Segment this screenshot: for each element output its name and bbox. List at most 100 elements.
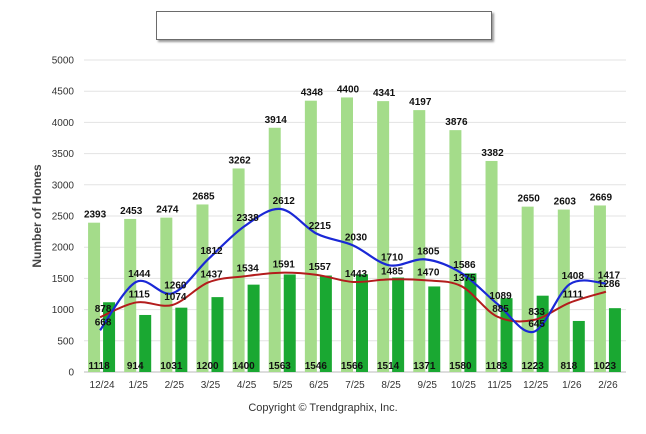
label-sold: 1371 xyxy=(413,361,436,372)
x-tick-label: 1/26 xyxy=(562,380,582,391)
y-tick-label: 4500 xyxy=(52,87,75,98)
bar-for-sale xyxy=(124,218,137,372)
label-for-sale: 3262 xyxy=(228,155,251,166)
line-pended xyxy=(99,271,607,323)
y-tick-label: 500 xyxy=(57,336,74,347)
label-sold: 1514 xyxy=(377,361,400,372)
bar-sold xyxy=(283,274,296,372)
bar-for-sale xyxy=(232,168,245,372)
label-new-listing: 1710 xyxy=(381,252,404,263)
label-new-listing: 2030 xyxy=(345,232,368,243)
label-for-sale: 4197 xyxy=(409,97,432,108)
x-tick-label: 4/25 xyxy=(237,380,257,391)
label-sold: 1566 xyxy=(341,361,364,372)
label-for-sale: 4400 xyxy=(337,84,360,95)
y-axis-title: Number of Homes xyxy=(30,164,44,268)
label-for-sale: 4348 xyxy=(301,88,324,99)
label-pended: 1074 xyxy=(164,292,187,303)
label-pended: 1375 xyxy=(453,273,476,284)
label-new-listing: 2612 xyxy=(273,196,296,207)
label-for-sale: 2453 xyxy=(120,206,143,217)
label-pended: 1111 xyxy=(563,290,584,301)
label-for-sale: 2669 xyxy=(590,192,613,203)
label-pended: 1443 xyxy=(345,269,368,280)
label-new-listing: 1417 xyxy=(598,271,621,282)
bar-for-sale xyxy=(160,217,173,372)
bar-for-sale xyxy=(485,160,498,372)
y-tick-label: 1000 xyxy=(52,305,75,316)
x-tick-label: 6/25 xyxy=(309,380,329,391)
copyright-footer: Copyright © Trendgraphix, Inc. xyxy=(248,402,398,414)
label-for-sale: 2474 xyxy=(156,205,179,216)
bar-for-sale xyxy=(88,222,101,372)
bar-sold xyxy=(175,307,188,372)
label-sold: 1031 xyxy=(160,361,183,372)
label-pended: 1485 xyxy=(381,266,404,277)
bar-sold xyxy=(139,314,152,372)
label-new-listing: 2338 xyxy=(236,213,259,224)
label-sold: 1563 xyxy=(269,361,292,372)
x-tick-label: 2/25 xyxy=(165,380,185,391)
label-for-sale: 2603 xyxy=(554,197,577,208)
y-tick-label: 3000 xyxy=(52,180,75,191)
x-tick-label: 10/25 xyxy=(451,380,476,391)
bar-for-sale xyxy=(268,127,281,372)
bar-for-sale xyxy=(304,100,317,372)
bar-sold xyxy=(608,308,621,372)
bar-sold xyxy=(319,275,332,372)
label-new-listing: 668 xyxy=(95,317,112,328)
label-new-listing: 1444 xyxy=(128,269,151,280)
label-for-sale: 3914 xyxy=(265,115,288,126)
label-pended: 1115 xyxy=(129,289,151,300)
label-new-listing: 1812 xyxy=(200,246,223,257)
y-tick-label: 2500 xyxy=(52,212,75,223)
label-for-sale: 3382 xyxy=(481,148,504,159)
label-new-listing: 1260 xyxy=(164,280,187,291)
label-sold: 1023 xyxy=(594,361,617,372)
label-pended: 878 xyxy=(95,304,112,315)
bar-for-sale xyxy=(341,97,353,372)
bar-sold xyxy=(247,284,260,372)
label-pended: 1286 xyxy=(598,279,621,290)
label-for-sale: 3876 xyxy=(445,117,468,128)
line-new-listing xyxy=(99,207,607,334)
label-sold: 1546 xyxy=(305,361,328,372)
x-tick-label: 9/25 xyxy=(418,380,438,391)
bar-sold xyxy=(428,286,441,372)
label-sold: 1400 xyxy=(232,361,255,372)
y-tick-label: 0 xyxy=(68,368,74,379)
label-pended: 1591 xyxy=(273,260,296,271)
y-tick-label: 4000 xyxy=(52,118,75,129)
label-sold: 914 xyxy=(127,361,144,372)
bar-sold xyxy=(392,277,405,372)
x-tick-label: 12/24 xyxy=(90,380,115,391)
label-sold: 1200 xyxy=(196,361,219,372)
label-new-listing: 1805 xyxy=(417,246,440,257)
bar-for-sale xyxy=(196,204,209,372)
y-tick-label: 5000 xyxy=(52,56,75,67)
label-for-sale: 2393 xyxy=(84,210,107,221)
bar-for-sale xyxy=(377,101,390,373)
label-sold: 1183 xyxy=(486,361,508,372)
label-pended: 885 xyxy=(492,304,509,315)
label-pended: 1437 xyxy=(200,269,223,280)
x-tick-label: 3/25 xyxy=(201,380,221,391)
label-new-listing: 2215 xyxy=(309,221,332,232)
y-tick-label: 3500 xyxy=(52,149,75,160)
label-pended: 1557 xyxy=(309,262,332,273)
label-new-listing: 1089 xyxy=(489,291,512,302)
label-for-sale: 4341 xyxy=(373,88,396,99)
legend-frame xyxy=(156,11,492,40)
label-sold: 1223 xyxy=(522,361,545,372)
bar-sold xyxy=(572,320,585,372)
label-for-sale: 2650 xyxy=(518,194,541,205)
x-tick-label: 1/25 xyxy=(128,380,148,391)
x-tick-label: 12/25 xyxy=(523,380,548,391)
label-for-sale: 2685 xyxy=(192,191,215,202)
x-tick-label: 7/25 xyxy=(345,380,365,391)
bar-for-sale xyxy=(593,205,606,372)
bar-sold xyxy=(356,274,368,372)
label-sold: 818 xyxy=(560,361,577,372)
label-new-listing: 1408 xyxy=(562,271,585,282)
